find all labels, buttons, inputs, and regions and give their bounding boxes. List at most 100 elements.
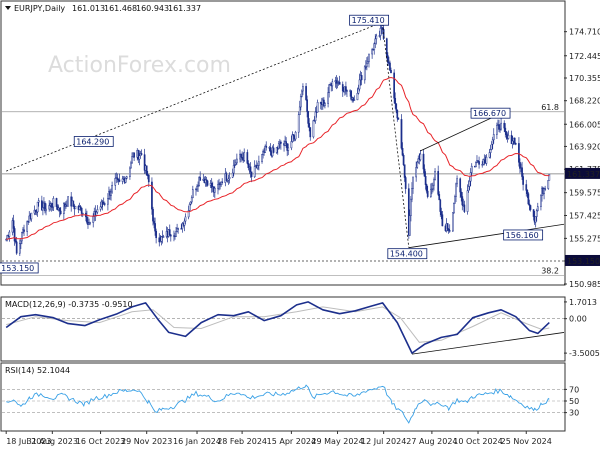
candle-body (187, 210, 190, 218)
candle-body (323, 99, 325, 106)
candle-body (456, 178, 458, 185)
candle-body (535, 210, 538, 217)
candle-body (490, 144, 493, 150)
candle-body (543, 188, 545, 194)
candle-body (14, 240, 17, 243)
candle-body (121, 178, 124, 182)
candle-body (409, 215, 411, 236)
price-ytick-label: 170.355 (569, 74, 600, 83)
candle-body (147, 174, 150, 183)
candle-body (249, 166, 252, 173)
candle-body (287, 147, 290, 151)
candle-body (89, 222, 91, 224)
candle-body (455, 183, 457, 197)
time-tick-label: 28 Feb 2024 (217, 437, 267, 446)
candle-body (504, 127, 507, 132)
candle-body (389, 62, 391, 71)
support-price-label: 153.150 (567, 257, 600, 266)
candle-body (393, 72, 395, 99)
candle-body (461, 196, 464, 206)
candle-body (42, 207, 44, 211)
candle-body (21, 232, 23, 242)
candle-body (411, 188, 413, 200)
candle-body (225, 173, 228, 181)
candle-body (8, 231, 11, 237)
candle-body (286, 143, 289, 151)
candle-body (107, 198, 109, 205)
candle-body (491, 139, 494, 145)
time-tick-label: 25 Nov 2024 (501, 437, 552, 446)
candle-body (485, 156, 488, 164)
candle-body (521, 167, 523, 177)
trend-line (382, 24, 410, 248)
candle-body (181, 223, 184, 229)
macd-label: MACD(12,26,9) -0.3735 -0.9510 (5, 300, 133, 309)
candle-body (240, 153, 242, 158)
candle-body (152, 208, 154, 222)
candle-body (256, 165, 259, 169)
high-value: 161.468 (104, 4, 137, 13)
candle-body (470, 165, 473, 173)
candle-body (298, 106, 301, 115)
price-annotation-label: 153.150 (1, 264, 34, 273)
candle-body (37, 200, 40, 203)
candle-body (118, 179, 121, 182)
price-ytick-label: 166.005 (569, 120, 600, 129)
candle-body (155, 230, 157, 239)
price-annotation-label: 175.410 (352, 16, 385, 25)
candle-body (437, 171, 440, 195)
candle-body (529, 205, 532, 210)
candle-body (499, 128, 501, 131)
time-tick-label: 12 Jul 2024 (361, 437, 406, 446)
rsi-label: RSI(14) 52.1044 (5, 366, 70, 375)
candle-body (79, 206, 82, 209)
candle-body (272, 147, 275, 153)
trend-line (6, 21, 383, 172)
candle-body (522, 176, 524, 185)
time-tick-label: 29 May 2024 (311, 437, 363, 446)
candle-body (189, 201, 192, 205)
candle-body (316, 102, 319, 113)
candle-body (536, 206, 539, 211)
candle-body (291, 134, 294, 142)
candle-body (482, 159, 485, 165)
candle-body (452, 212, 454, 232)
candle-body (400, 119, 403, 149)
candle-body (356, 92, 359, 101)
candle-body (44, 202, 46, 212)
candle-body (525, 184, 528, 191)
price-pane-frame (0, 0, 566, 286)
candle-body (190, 197, 193, 203)
candle-body (547, 180, 550, 189)
candle-body (441, 214, 444, 227)
price-ytick-label: 159.575 (569, 189, 600, 198)
candle-body (233, 164, 236, 166)
candle-body (151, 181, 153, 210)
candle-body (117, 178, 120, 181)
candle-body (81, 212, 84, 215)
candle-body (468, 180, 471, 187)
candle-body (422, 153, 425, 170)
candle-body (175, 231, 177, 237)
candle-body (226, 180, 229, 182)
candle-body (498, 124, 500, 130)
candle-body (475, 162, 477, 168)
candle-body (500, 122, 502, 130)
candle-body (477, 160, 479, 162)
candle-body (275, 147, 278, 153)
candle-body (116, 177, 119, 179)
candle-body (264, 145, 267, 153)
candle-body (527, 193, 530, 205)
candle-body (548, 174, 551, 181)
candle-body (162, 236, 165, 238)
price-annotation-label: 164.290 (76, 137, 109, 146)
fib-level-label: 38.2 (541, 266, 559, 275)
rsi-plot: 70 50 30 (2, 384, 579, 424)
candle-body (34, 209, 37, 213)
candle-body (96, 209, 99, 213)
candle-body (492, 134, 495, 141)
candle-body (280, 141, 282, 144)
time-tick-label: 16 Oct 2023 (76, 437, 125, 446)
candle-body (519, 162, 521, 169)
